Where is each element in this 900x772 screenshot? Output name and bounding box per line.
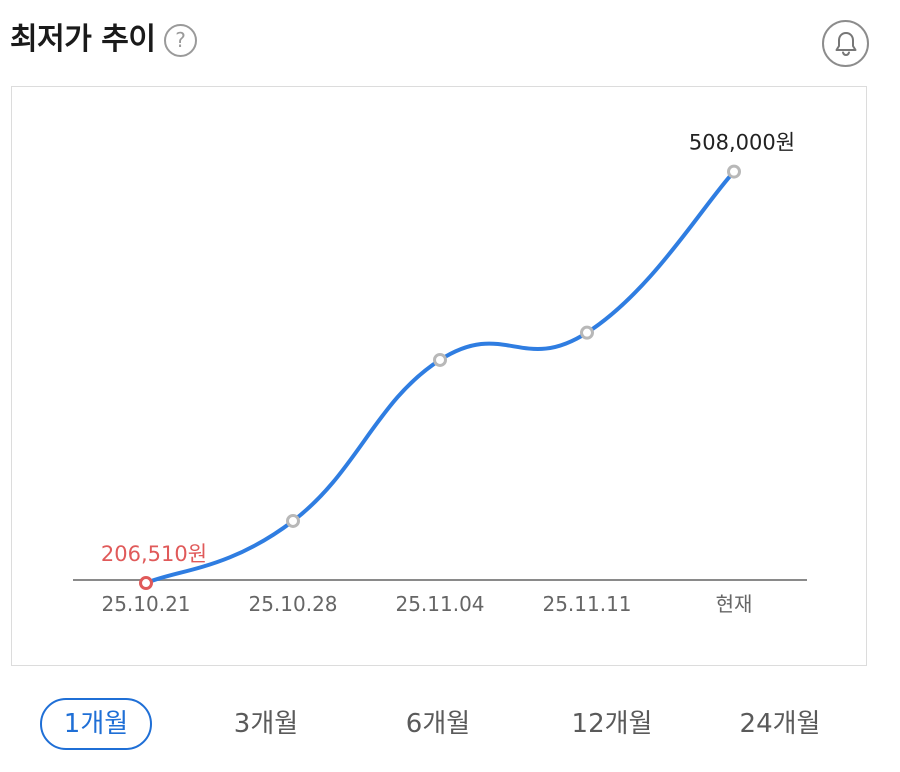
tab-24-months[interactable]: 24개월 [739, 709, 821, 739]
lowest-price-point [139, 576, 153, 591]
price-trend-chart: 25.10.21 25.10.28 25.11.04 25.11.11 현재 206,5… [11, 86, 867, 666]
tab-12-months[interactable]: 12개월 [571, 709, 653, 739]
price-trend-svg: 25.10.21 25.10.28 25.11.04 25.11.11 현재 206,5… [73, 131, 807, 616]
x-tick-label: 25.10.21 [101, 592, 190, 616]
tab-1-month[interactable]: 1개월 [40, 698, 152, 750]
price-alert-button[interactable] [822, 20, 869, 67]
data-point [286, 513, 300, 528]
lowest-price-label: 206,510원 [101, 542, 207, 566]
data-point [580, 325, 594, 340]
series-line [144, 169, 736, 586]
x-tick-label: 25.11.11 [542, 592, 631, 616]
data-point [727, 164, 741, 179]
x-tick-label: 현재 [716, 592, 753, 616]
period-tabs: 1개월 3개월 6개월 12개월 24개월 [0, 690, 900, 760]
header: 최저가 추이 ? [0, 0, 900, 86]
x-tick-label: 25.11.04 [395, 592, 484, 616]
current-price-label: 508,000원 [689, 131, 795, 155]
bell-icon [835, 32, 857, 57]
tab-3-months[interactable]: 3개월 [233, 709, 299, 739]
page-title: 최저가 추이 [10, 22, 156, 57]
question-circle-icon[interactable]: ? [164, 24, 197, 57]
data-point [433, 352, 447, 367]
x-tick-label: 25.10.28 [248, 592, 337, 616]
tab-6-months[interactable]: 6개월 [405, 709, 471, 739]
